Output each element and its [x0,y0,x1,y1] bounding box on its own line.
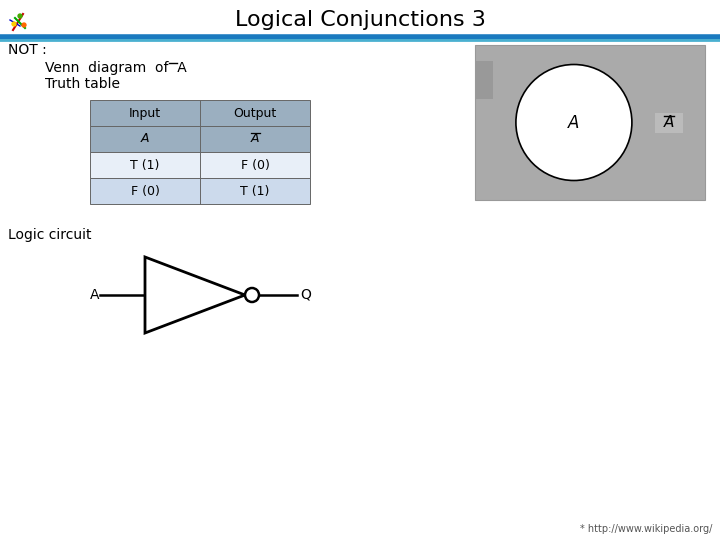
Bar [475,60,493,99]
Bar [90,152,310,178]
Text: A: A [568,113,580,132]
Bar [90,100,310,126]
Text: T (1): T (1) [240,185,270,198]
Circle shape [516,64,632,180]
Text: A: A [90,288,99,302]
Text: F (0): F (0) [240,159,269,172]
Bar [475,45,705,200]
Point [14,12,26,21]
Text: Truth table: Truth table [45,77,120,91]
Text: A: A [664,115,675,130]
Bar [655,112,683,132]
Bar [90,126,310,152]
Text: Output: Output [233,106,276,119]
Point [8,19,19,28]
Text: * http://www.wikipedia.org/: * http://www.wikipedia.org/ [580,524,712,534]
Text: Logic circuit: Logic circuit [8,228,91,242]
Polygon shape [145,257,245,333]
Point [18,21,30,29]
Text: A: A [251,132,259,145]
Text: F (0): F (0) [130,185,159,198]
Text: Input: Input [129,106,161,119]
Bar [90,178,310,204]
Text: Q: Q [300,288,311,302]
Text: A: A [140,132,149,145]
Text: Logical Conjunctions 3: Logical Conjunctions 3 [235,10,485,30]
Circle shape [245,288,259,302]
Text: T (1): T (1) [130,159,160,172]
Text: Venn  diagram  of  A: Venn diagram of A [45,61,186,75]
Text: NOT :: NOT : [8,43,47,57]
